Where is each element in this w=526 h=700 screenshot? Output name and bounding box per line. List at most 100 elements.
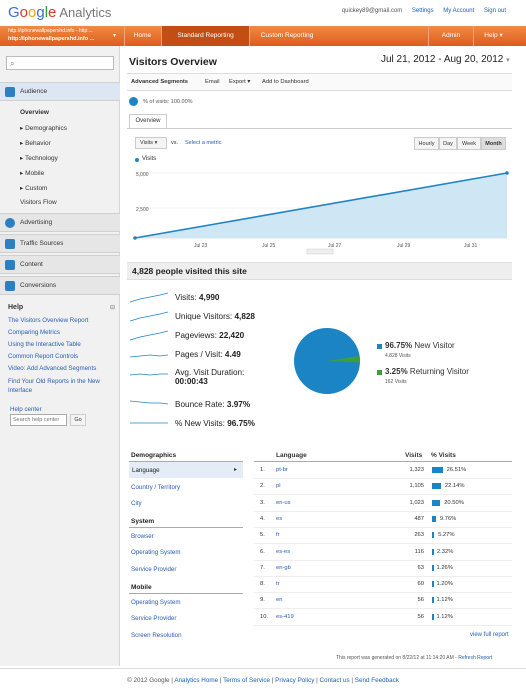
collapse-icon[interactable]: ⊟	[110, 305, 116, 311]
nav-custom-reporting-tab[interactable]: Custom Reporting	[249, 26, 324, 46]
person-icon	[5, 87, 15, 97]
language-link[interactable]: en	[276, 597, 283, 604]
help-go-button[interactable]: Go	[70, 414, 86, 426]
language-link[interactable]: pt-br	[276, 467, 288, 473]
sidebar-section-traffic-sources[interactable]: Traffic Sources	[0, 234, 120, 253]
settings-link[interactable]: Settings	[411, 8, 434, 14]
sidebar-item-technology[interactable]: ▸ Technology	[20, 154, 58, 162]
dimension-city[interactable]: City	[131, 500, 142, 507]
pct-value: 1.12%	[436, 597, 453, 604]
account-selector[interactable]: http://iphonewallpapershd.info - http:..…	[8, 27, 120, 45]
metric-label: Pageviews:	[175, 331, 217, 340]
column-header-language[interactable]: Language	[276, 452, 307, 459]
dimension-heading-system: System	[131, 518, 155, 525]
metric-label: Visits:	[175, 293, 197, 302]
sign-out-link[interactable]: Sign out	[483, 8, 506, 14]
sidebar-section-content[interactable]: Content	[0, 255, 120, 274]
my-account-link[interactable]: My Account	[443, 8, 475, 14]
nav-standard-reporting-tab[interactable]: Standard Reporting	[161, 26, 249, 46]
report-search-input[interactable]: ⌕	[6, 56, 114, 70]
help-center-link[interactable]: Help center	[10, 406, 42, 413]
triangle-right-icon: ▸	[20, 185, 26, 192]
week-button[interactable]: Week	[457, 137, 481, 150]
sidebar-section-audience[interactable]: Audience	[0, 82, 120, 101]
footer-link-analytics-home[interactable]: Analytics Home	[174, 677, 219, 684]
email-button[interactable]: Email	[205, 79, 220, 85]
language-link[interactable]: en-us	[276, 499, 291, 506]
sidebar-item-overview[interactable]: Overview	[20, 109, 49, 116]
x-tick-label: Jul 29	[397, 243, 411, 249]
dimension-browser[interactable]: Browser	[131, 533, 154, 540]
language-link[interactable]: es-419	[276, 613, 294, 620]
language-link[interactable]: es	[276, 515, 283, 522]
add-to-dashboard-button[interactable]: Add to Dashboard	[262, 79, 309, 85]
legend-label: New Visitor	[414, 341, 455, 350]
dimension-screen-resolution[interactable]: Screen Resolution	[131, 632, 182, 639]
dimension-mobile-service-provider[interactable]: Service Provider	[131, 615, 177, 622]
select-metric-link[interactable]: Select a metric	[185, 140, 222, 146]
google-analytics-logo[interactable]: Google Analytics	[8, 4, 111, 21]
data-point[interactable]	[133, 236, 137, 240]
dimension-language-selected[interactable]	[129, 462, 243, 478]
column-header-visits[interactable]: Visits	[405, 452, 423, 459]
language-link[interactable]: es-es	[276, 548, 291, 555]
nav-admin-tab[interactable]: Admin	[428, 26, 473, 46]
help-link[interactable]: Comparing Metrics	[8, 329, 60, 336]
footer-link-contact[interactable]: Contact us	[319, 677, 350, 684]
chart-resize-handle[interactable]	[306, 248, 334, 255]
row-index: 9.	[260, 597, 265, 604]
divider	[129, 461, 243, 462]
pct-value: 5.27%	[438, 532, 455, 539]
refresh-report-link[interactable]: Refresh Report	[458, 655, 493, 661]
sidebar-item-custom[interactable]: ▸ Custom	[20, 184, 47, 192]
hourly-button[interactable]: Hourly	[414, 137, 439, 150]
help-search-input[interactable]	[10, 414, 67, 426]
pct-bar	[432, 532, 435, 539]
report-toolbar	[127, 73, 512, 91]
language-link[interactable]: fr	[276, 532, 280, 539]
help-link[interactable]: Common Report Controls	[8, 353, 79, 360]
dimension-operating-system[interactable]: Operating System	[131, 549, 181, 556]
nav-home-tab[interactable]: Home	[124, 26, 160, 46]
table-row: 3. en-us 1,023 20.50%	[254, 496, 512, 512]
nav-help-tab[interactable]: Help ▾	[473, 26, 513, 46]
help-link[interactable]: Video: Add Advanced Segments	[8, 365, 97, 372]
footer-link-send-feedback[interactable]: Send Feedback	[354, 677, 399, 684]
pct-bar	[432, 467, 443, 473]
help-link[interactable]: Using the Interactive Table	[8, 341, 81, 348]
advanced-segments-button[interactable]: Advanced Segments	[131, 79, 189, 85]
dimension-service-provider[interactable]: Service Provider	[131, 566, 177, 573]
legend-dot	[135, 158, 139, 162]
metric-select[interactable]: Visits ▾	[135, 137, 167, 149]
help-link[interactable]: Find Your Old Reports in the New Interfa…	[8, 378, 100, 394]
view-full-report-link[interactable]: view full report	[470, 632, 509, 638]
pie-slice-returning-visitor[interactable]	[327, 355, 360, 363]
sidebar-section-conversions[interactable]: Conversions	[0, 276, 120, 295]
month-button[interactable]: Month	[481, 137, 506, 150]
sidebar-item-demographics[interactable]: ▸ Demographics	[20, 124, 67, 132]
sidebar-item-visitors-flow[interactable]: Visitors Flow	[20, 199, 57, 206]
sidebar-section-advertising[interactable]: Advertising	[0, 213, 120, 232]
sidebar-item-behavior[interactable]: ▸ Behavior	[20, 139, 51, 147]
export-button[interactable]: Export ▾	[229, 79, 250, 85]
date-range-picker[interactable]: Jul 21, 2012 - Aug 20, 2012 ▾	[381, 54, 510, 65]
language-link[interactable]: en-gb	[276, 564, 291, 571]
language-link[interactable]: pl	[276, 483, 281, 490]
dimension-mobile-operating-system[interactable]: Operating System	[131, 599, 181, 606]
vs-label: vs.	[171, 140, 179, 146]
footer-link-terms[interactable]: Terms of Service	[223, 677, 271, 684]
chevron-down-icon[interactable]: ▾	[113, 33, 117, 39]
sidebar-item-mobile[interactable]: ▸ Mobile	[20, 169, 44, 177]
dimension-country-territory[interactable]: Country / Territory	[131, 484, 181, 491]
data-point[interactable]	[505, 171, 509, 175]
column-header-pct-visits[interactable]: % Visits	[431, 452, 456, 459]
segment-label: % of visits: 100.00%	[143, 99, 193, 105]
sparkline	[130, 354, 168, 358]
tab-overview[interactable]: Overview	[129, 114, 167, 128]
visits-value: 116	[414, 548, 424, 555]
help-link[interactable]: The Visitors Overview Report	[8, 317, 89, 324]
language-link[interactable]: tr	[276, 581, 280, 588]
triangle-right-icon: ▸	[234, 467, 238, 473]
footer-link-privacy[interactable]: Privacy Policy	[275, 677, 315, 684]
day-button[interactable]: Day	[439, 137, 457, 150]
